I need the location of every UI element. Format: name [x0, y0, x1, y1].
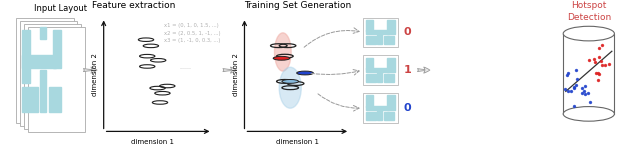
Point: [568, 105, 579, 108]
Point: [563, 72, 573, 74]
Bar: [365, 30, 388, 34]
Point: [577, 87, 587, 89]
Point: [566, 90, 576, 92]
Bar: [365, 112, 376, 120]
Bar: [377, 72, 381, 82]
Bar: [40, 70, 46, 112]
Point: [560, 88, 570, 90]
Bar: [365, 36, 376, 44]
Text: Hotspot
Detection: Hotspot Detection: [566, 1, 611, 22]
Text: Training Set Generation: Training Set Generation: [244, 1, 351, 11]
Point: [580, 85, 590, 88]
Bar: [384, 36, 394, 44]
Point: [583, 91, 593, 94]
Text: Input Layout: Input Layout: [35, 4, 87, 13]
Bar: [53, 30, 61, 68]
Point: [562, 74, 572, 76]
Point: [593, 79, 603, 81]
Point: [600, 64, 610, 66]
Point: [577, 92, 588, 94]
Ellipse shape: [279, 67, 301, 108]
Bar: [49, 87, 61, 112]
Text: dimension 1: dimension 1: [276, 139, 319, 145]
Point: [563, 89, 573, 92]
Text: x1 = (0, 1, 0, 1.5, ...)
x2 = (2, 0.5, 1, -1, ...)
x3 = (1, -1, 0, 0.3, ...): x1 = (0, 1, 0, 1.5, ...) x2 = (2, 0.5, 1…: [164, 23, 220, 43]
Point: [580, 93, 591, 95]
Point: [585, 101, 595, 104]
Text: dimension 1: dimension 1: [131, 139, 174, 145]
Ellipse shape: [563, 26, 614, 41]
Bar: [365, 106, 388, 110]
Point: [604, 62, 614, 65]
Bar: [365, 74, 376, 82]
Text: Feature extraction: Feature extraction: [92, 1, 176, 11]
Bar: [377, 110, 381, 120]
Bar: [365, 58, 374, 69]
Bar: [363, 55, 398, 85]
Circle shape: [297, 71, 314, 75]
Circle shape: [273, 56, 290, 60]
Text: 0: 0: [403, 27, 411, 37]
Bar: [24, 24, 81, 129]
Bar: [22, 55, 56, 68]
Text: 1: 1: [403, 65, 411, 75]
Bar: [365, 68, 388, 72]
Point: [584, 59, 594, 62]
Bar: [384, 74, 394, 82]
Ellipse shape: [563, 107, 614, 121]
Bar: [20, 21, 77, 126]
Ellipse shape: [275, 33, 291, 71]
Bar: [363, 93, 398, 123]
Text: ......: ......: [179, 65, 191, 70]
Bar: [387, 95, 395, 110]
Text: dimension 2: dimension 2: [233, 53, 239, 96]
Bar: [28, 27, 85, 132]
Text: dimension 2: dimension 2: [92, 53, 99, 96]
Bar: [377, 34, 381, 44]
Point: [571, 69, 581, 71]
Text: 0: 0: [403, 103, 411, 113]
Point: [594, 73, 604, 75]
Point: [594, 56, 604, 58]
Circle shape: [282, 80, 298, 83]
Point: [589, 58, 600, 61]
Bar: [387, 20, 395, 34]
Point: [579, 89, 589, 92]
Bar: [363, 18, 398, 47]
Point: [596, 60, 607, 62]
Point: [597, 44, 607, 47]
Bar: [16, 18, 74, 123]
Point: [569, 86, 579, 89]
Point: [590, 61, 600, 63]
Bar: [22, 87, 38, 112]
Point: [597, 64, 607, 66]
Bar: [384, 112, 394, 120]
Bar: [563, 34, 614, 114]
Bar: [40, 27, 46, 39]
Point: [572, 84, 582, 87]
Bar: [22, 30, 31, 83]
Bar: [365, 95, 374, 107]
Bar: [387, 58, 395, 72]
Point: [594, 47, 604, 50]
Point: [591, 72, 602, 74]
Point: [569, 86, 579, 89]
Bar: [365, 20, 374, 31]
Point: [572, 78, 582, 80]
Point: [593, 72, 603, 74]
